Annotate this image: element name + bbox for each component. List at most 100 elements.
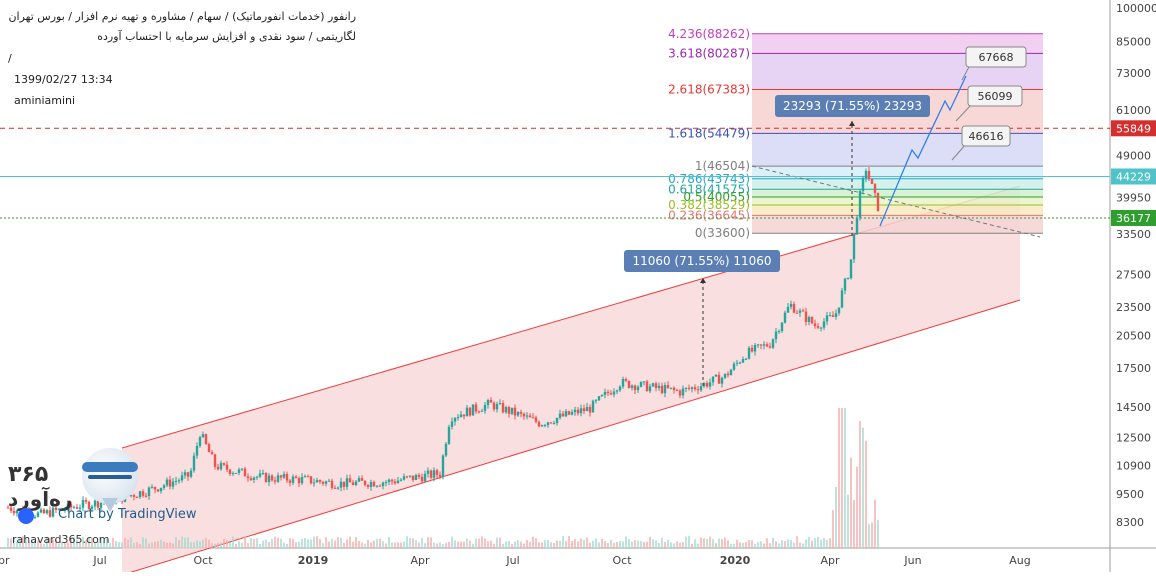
volume-bar (688, 536, 690, 548)
candle-body (306, 476, 310, 478)
candle-body (282, 473, 286, 478)
candle-body (279, 475, 283, 478)
tradingview-credit[interactable]: Chart by TradingView (58, 507, 197, 522)
fib-level-label: 0.618(41575) (668, 182, 750, 196)
volume-bar (790, 539, 792, 548)
candle-body (822, 321, 826, 328)
volume-bar (826, 539, 828, 548)
candle-body (831, 315, 835, 317)
candle-body (792, 303, 796, 313)
volume-bar (463, 541, 465, 548)
volume-bar (196, 540, 198, 548)
candle-body (798, 310, 802, 313)
measure-label-box (624, 250, 780, 272)
volume-bar (724, 537, 726, 548)
candle-body (357, 478, 361, 482)
volume-bar (643, 541, 645, 548)
volume-bar (85, 540, 87, 548)
candle-body (342, 481, 346, 487)
candle-body (309, 476, 313, 484)
candle-body (876, 192, 880, 212)
candle-body (672, 387, 676, 390)
candle-body (423, 473, 427, 482)
volume-bar (424, 543, 426, 548)
price-tag-label: 36177 (1116, 212, 1151, 225)
candle-body (783, 312, 787, 323)
candle-body (486, 400, 490, 405)
candle-body (318, 479, 322, 482)
candle-body (495, 403, 499, 410)
candle-body (246, 476, 250, 479)
candle-body (651, 383, 655, 387)
volume-bar (625, 536, 627, 548)
volume-bar (67, 542, 69, 548)
measure-label: 11060 (71.55%) 11060 (632, 254, 771, 268)
candle-body (483, 404, 487, 411)
fib-level-label: 0.5(40055) (683, 190, 750, 204)
volume-bar (244, 536, 246, 548)
price-axis-tick-label: 17500 (1116, 362, 1151, 375)
volume-bar (271, 538, 273, 548)
candle-body (690, 387, 694, 389)
candle-body (627, 380, 631, 388)
price-axis-tick-label: 49000 (1116, 149, 1151, 162)
volume-bar (601, 538, 603, 548)
fib-level-label: 2.618(67383) (668, 83, 750, 97)
candle-body (387, 479, 391, 483)
volume-bar (859, 421, 861, 548)
fib-level-label: 0.786(43743) (668, 172, 750, 186)
candle-body (741, 358, 745, 363)
candle-body (735, 362, 739, 364)
volume-bar (160, 539, 162, 548)
volume-bar (472, 543, 474, 548)
volume-bar (799, 542, 801, 548)
volume-bar (520, 541, 522, 548)
candle-body (345, 478, 349, 487)
candle-body (237, 469, 241, 473)
candle-body (594, 400, 598, 402)
volume-bar (730, 543, 732, 548)
candle-body (549, 422, 553, 424)
time-axis-tick-label: Apr (820, 554, 840, 567)
candle-body (678, 390, 682, 396)
candle-body (768, 346, 772, 348)
candle-body (474, 404, 478, 412)
chart-subtitle: لگاریتمی / سود نقدی و افزایش سرمایه با ا… (97, 30, 356, 43)
volume-bar (748, 539, 750, 548)
candle-body (738, 362, 742, 364)
volume-bar (40, 543, 42, 548)
candle-body (99, 502, 103, 508)
candle-body (777, 331, 781, 333)
candle-body (624, 378, 628, 381)
candle-body (498, 403, 502, 405)
volume-bar (61, 542, 63, 548)
volume-bar (751, 540, 753, 548)
candle-body (846, 278, 850, 280)
volume-bar (229, 542, 231, 548)
volume-bar (577, 541, 579, 548)
callout-pointer (961, 64, 971, 81)
candle-body (210, 452, 214, 455)
candle-body (417, 474, 421, 477)
candle-body (711, 376, 715, 383)
price-axis-tick-label: 8300 (1116, 516, 1144, 529)
candle-body (87, 501, 91, 509)
candle-body (528, 415, 532, 418)
volume-bar (415, 540, 417, 548)
candle-body (582, 408, 586, 412)
volume-bar (781, 540, 783, 548)
candle-body (144, 495, 148, 497)
volume-bar (448, 541, 450, 548)
candle-body (444, 443, 448, 456)
volume-bar (307, 539, 309, 548)
candle-body (519, 411, 523, 414)
candle-body (696, 389, 700, 391)
candle-body (216, 466, 220, 470)
volume-bar (841, 408, 843, 548)
candle-body (150, 486, 154, 488)
candle-body (321, 481, 325, 484)
logo-site[interactable]: rahavard365.com (12, 533, 110, 546)
candle-body (207, 443, 211, 453)
volume-bar (130, 537, 132, 548)
volume-bar (112, 537, 114, 548)
